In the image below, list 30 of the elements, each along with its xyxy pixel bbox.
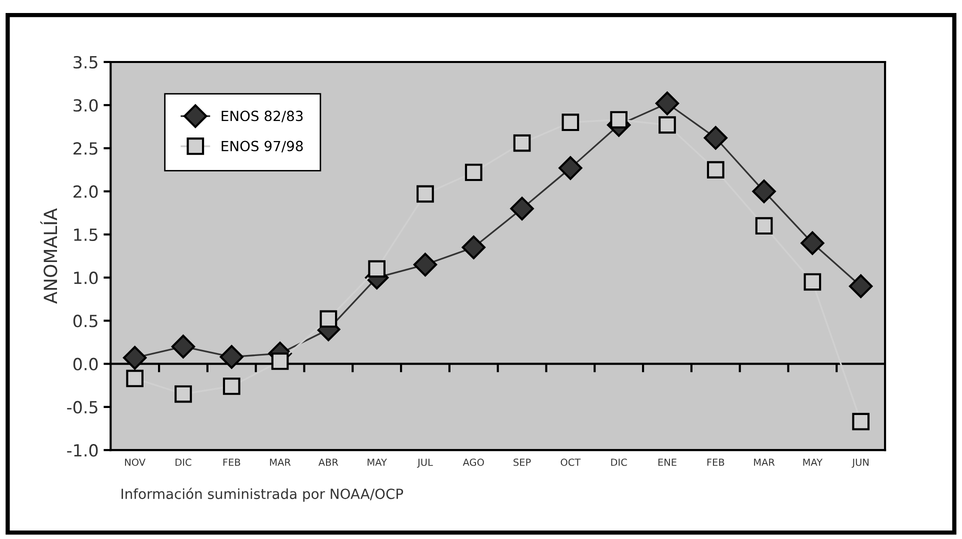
x-tick-label: JUN [852, 458, 869, 468]
legend-label: ENOS 82/83 [222, 110, 303, 122]
y-axis-title: ANOMALÍA [40, 208, 58, 304]
y-tick-label: 1.5 [74, 228, 98, 242]
y-tick-label: 0.0 [73, 358, 98, 370]
y-tick-label: 2.0 [74, 185, 98, 198]
y-tick-label: 3.0 [74, 99, 98, 112]
x-tick-label: ENE [658, 458, 676, 466]
x-tick-label: MAR [270, 458, 291, 466]
x-tick-label: FEB [707, 458, 724, 466]
x-tick-label: MAY [368, 458, 387, 466]
y-tick-label: 0.5 [73, 314, 98, 328]
x-tick-label: MAR [754, 458, 775, 466]
x-tick-label: MAY [803, 458, 823, 466]
x-tick-label: JUL [417, 458, 433, 468]
legend-label: ENOS 97/98 [222, 140, 303, 152]
x-tick-label: SEP [514, 458, 531, 466]
x-tick-label: DIC [611, 458, 627, 466]
x-tick-label: NOV [125, 458, 146, 466]
y-tick-label: 3.5 [74, 56, 98, 69]
x-tick-label: FEB [223, 458, 240, 466]
x-tick-label: DIC [176, 458, 192, 466]
text: Información suministrada por NOAA/OCP [122, 488, 404, 502]
y-tick-label: 1.0 [74, 272, 98, 284]
y-tick-label: -1.0 [67, 444, 98, 457]
x-tick-label: OCT [560, 458, 581, 466]
y-tick-label: 2.5 [74, 142, 98, 155]
x-tick-label: ABR [318, 458, 338, 466]
y-tick-label: -0.5 [67, 400, 98, 414]
x-tick-label: AGO [462, 458, 484, 466]
